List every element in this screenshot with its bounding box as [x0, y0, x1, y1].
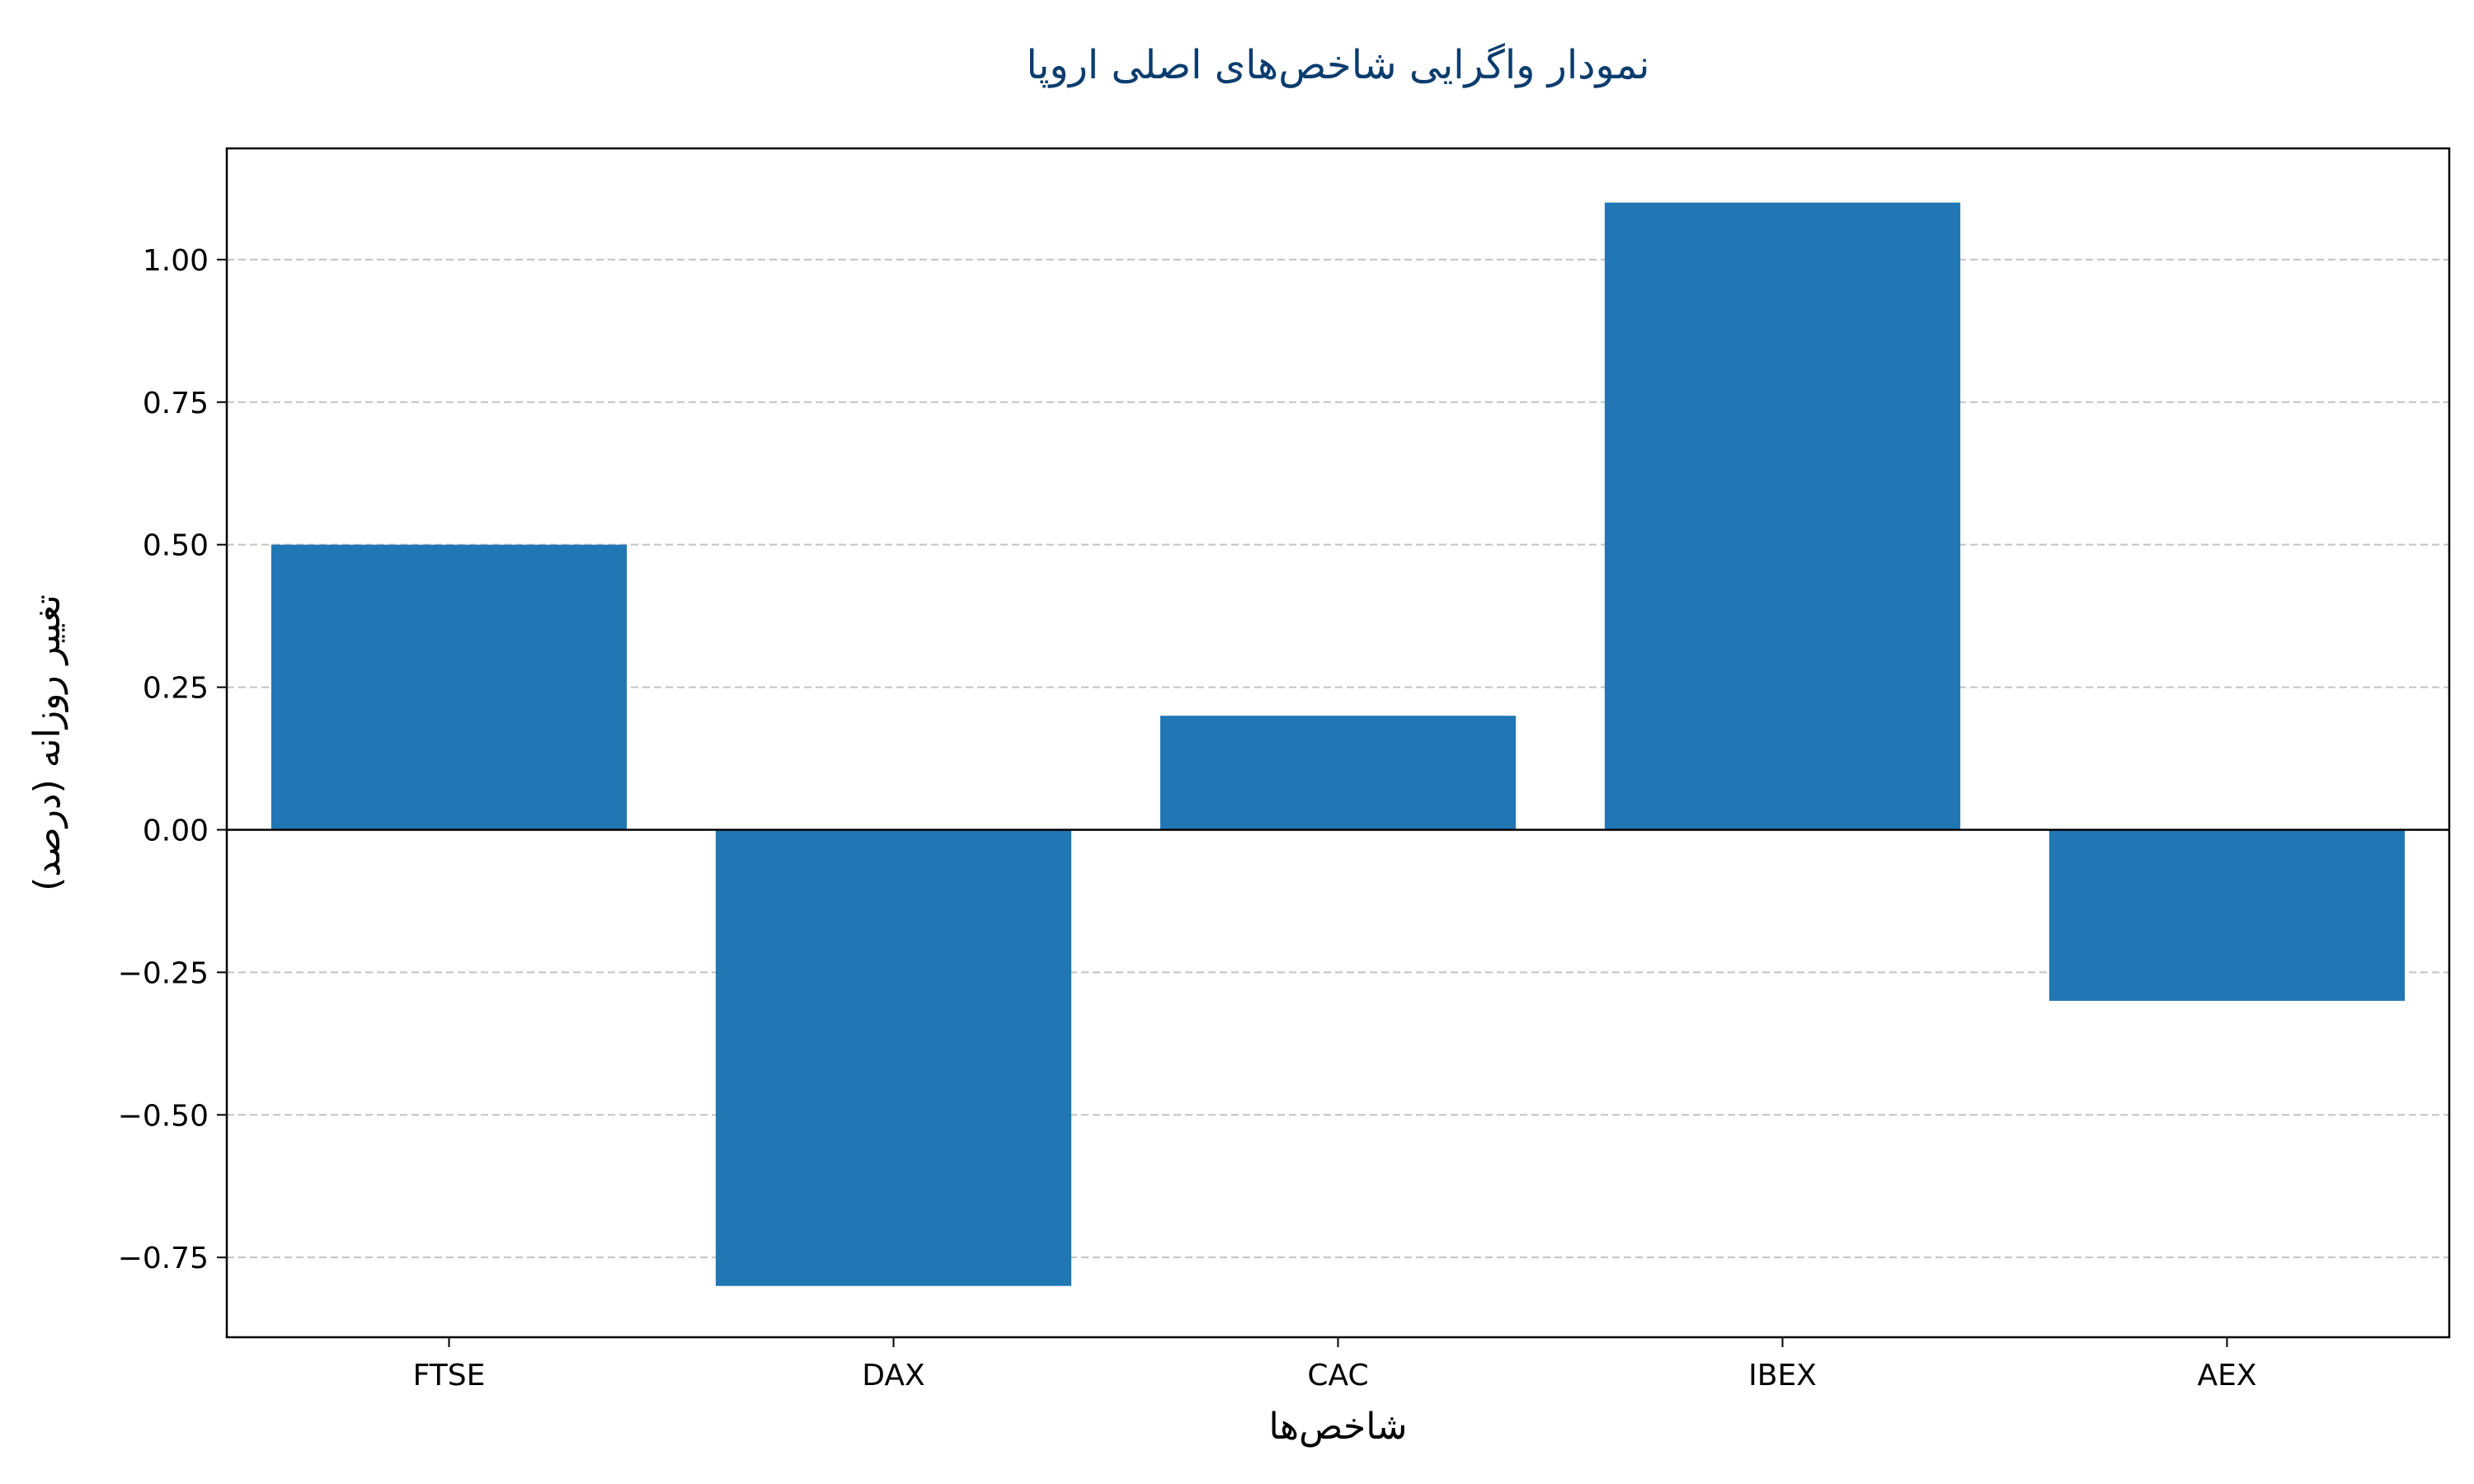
y-tick-label: 0.25 [143, 672, 209, 706]
y-tick-label: −0.75 [118, 1242, 209, 1275]
bars-layer [270, 202, 2406, 1286]
bar-ibex [1604, 202, 1961, 830]
y-axis-title: تغییر روزانه (درصد) [26, 594, 68, 891]
y-tick-label: −0.25 [118, 956, 209, 990]
x-axis-title: شاخص‌ها [1269, 1406, 1408, 1448]
x-tick-label: AEX [2197, 1359, 2256, 1392]
bar-aex [2048, 829, 2406, 1001]
y-tick-label: −0.50 [118, 1099, 209, 1133]
y-tick-label: 0.00 [143, 814, 209, 848]
y-axis-ticks: −0.75 −0.50 −0.25 0.00 0.25 0.50 0.75 1.00 [118, 244, 227, 1275]
x-tick-label: FTSE [413, 1359, 486, 1392]
bar-ftse [270, 544, 628, 830]
bar-cac [1159, 716, 1517, 830]
bar-dax [715, 829, 1072, 1286]
y-tick-label: 0.50 [143, 529, 209, 563]
y-tick-label: 1.00 [143, 244, 209, 278]
x-tick-label: IBEX [1748, 1359, 1817, 1392]
chart-title: نمودار واگرایی شاخص‌های اصلی اروپا [1027, 42, 1650, 88]
x-tick-label: CAC [1307, 1359, 1368, 1392]
x-tick-label: DAX [862, 1359, 924, 1392]
x-axis-ticks: FTSE DAX CAC IBEX AEX [413, 1337, 2257, 1392]
y-tick-label: 0.75 [143, 387, 209, 420]
